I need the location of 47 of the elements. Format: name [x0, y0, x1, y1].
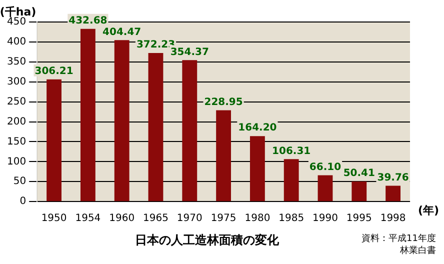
x-axis-title: (年) [418, 204, 440, 217]
data-label: 228.95 [204, 96, 243, 108]
bar [80, 28, 96, 202]
data-label: 354.37 [170, 46, 209, 58]
bar [148, 53, 164, 202]
x-tick-label: 1990 [312, 213, 338, 224]
x-tick-label: 1965 [143, 213, 168, 224]
data-label: 432.68 [68, 16, 108, 27]
y-tick-label: 300 [6, 76, 26, 88]
y-tick-label: 0 [20, 196, 26, 208]
x-tick-label: 1985 [278, 213, 304, 224]
y-tick-label: 250 [6, 96, 26, 108]
bar [386, 186, 401, 202]
y-tick-label: 350 [6, 56, 26, 68]
x-tick-label: 1954 [75, 213, 101, 224]
data-label: 404.47 [102, 26, 142, 38]
text: 林業白書 [399, 244, 436, 256]
bar [46, 79, 62, 202]
bar [182, 60, 198, 202]
y-tick-label: 200 [6, 116, 26, 128]
y-tick-label: 50 [13, 176, 26, 188]
bar [216, 110, 231, 202]
y-tick-label: 150 [6, 136, 26, 148]
y-axis-title: (千ha) [0, 5, 36, 18]
data-label: 306.21 [34, 66, 74, 77]
x-tick-label: 1975 [210, 213, 236, 224]
x-tick-label: 1998 [380, 213, 406, 224]
y-tick-label: 450 [6, 16, 26, 28]
y-tick-label: 100 [6, 156, 26, 168]
data-label: 39.76 [377, 172, 409, 184]
data-label: 106.31 [272, 146, 311, 157]
data-label: 50.41 [343, 168, 375, 180]
x-tick-label: 1970 [176, 213, 202, 224]
x-tick-label: 1950 [41, 213, 67, 224]
text: 資料：平成11年度 [362, 232, 436, 244]
x-tick-label: 1995 [346, 213, 372, 224]
bar [352, 181, 367, 202]
bar [250, 136, 265, 202]
bar [318, 175, 333, 202]
x-tick-label: 1960 [109, 213, 135, 224]
data-label: 66.10 [309, 162, 342, 173]
data-label: 164.20 [238, 122, 277, 134]
bar [284, 159, 299, 202]
x-tick-label: 1980 [244, 213, 270, 224]
bar [114, 40, 130, 202]
y-tick-label: 400 [6, 36, 26, 48]
text: 日本の人工造林面積の変化 [135, 232, 280, 247]
